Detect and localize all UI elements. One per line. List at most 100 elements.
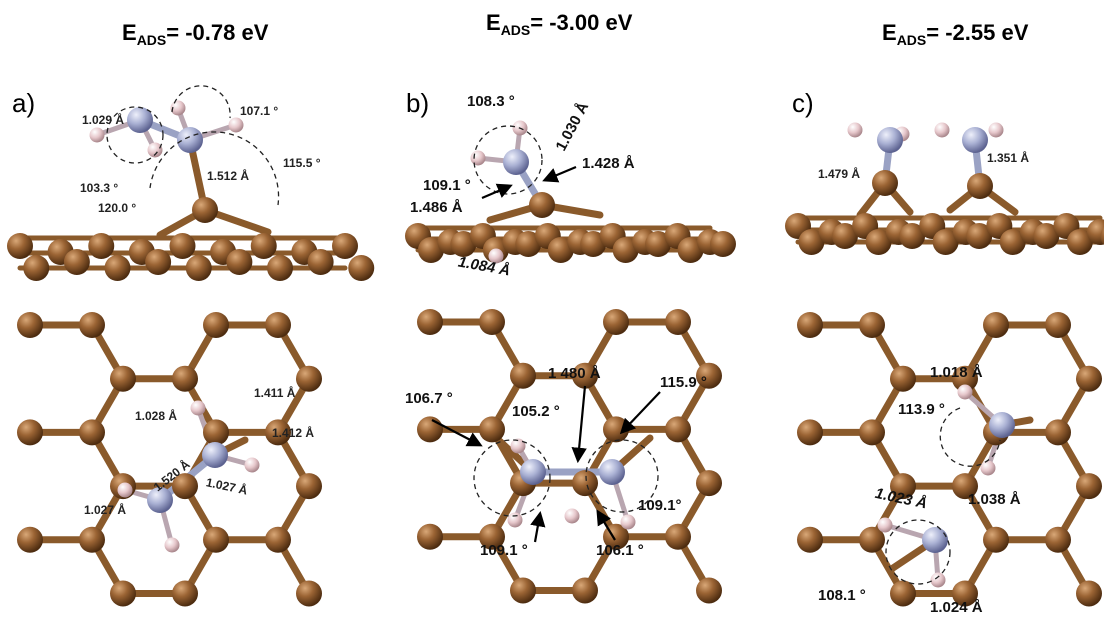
title-c: EADS= -2.55 eV [882,20,1029,48]
carbon-atom [797,526,823,553]
carbon-atom [185,255,212,281]
angle-arc [473,439,551,517]
carbon-atom [23,255,50,281]
bonds-layer [17,105,1103,597]
carbon-atom [696,362,722,389]
arrow [530,510,546,543]
arrow [431,419,483,447]
carbon-atom [890,365,916,392]
carbon-atom [665,523,691,550]
nitrogen-atom [877,127,903,153]
carbon-atom [265,312,291,338]
angle-arc [149,131,280,206]
hydrogen-atom [117,482,133,498]
nitrogen-atom [177,127,203,153]
carbon-atom [88,233,115,259]
atoms-layer [7,100,1104,607]
bond-angle-label: 107.1 ° [240,104,278,118]
carbon-atom [1087,219,1104,245]
hydrogen-atom [957,384,973,400]
carbon-atom [203,526,229,553]
hydrogen-atom [510,438,526,454]
carbon-atom [417,416,443,443]
carbon-atom [966,223,993,249]
carbon-atom [348,255,375,281]
angle-arc [171,85,231,119]
bond-length-label: 1.030 Å [553,99,593,154]
title-a: EADS= -0.78 eV [122,20,269,48]
bond-angle-label: 106.7 ° [405,390,453,407]
carbon-atom [952,580,978,607]
carbon-atom [110,365,136,392]
carbon-atom [572,577,598,604]
nitrogen-atom [599,459,625,485]
carbon-atom [226,249,253,275]
carbon-atom [417,309,443,335]
bond-angle-label: 109.1 ° [423,177,471,194]
bond-length-label: 1.411 Å [254,385,296,400]
carbon-atom [859,312,885,338]
carbon-atom [797,419,823,446]
carbon-atom [529,192,555,218]
carbon-atom [1076,580,1102,607]
hydrogen-atom [564,508,580,524]
panel-label-c: c) [792,88,814,118]
hydrogen-atom [980,460,996,476]
bond-length-label: 1.479 Å [818,166,860,181]
bond-angle-label: 108.3 ° [467,93,515,110]
hydrogen-atom [170,100,186,116]
bond-angle-label: 108.1 ° [818,587,866,604]
angle-arc [106,106,164,164]
carbon-atom [645,231,672,257]
carbon-atom [332,233,358,259]
bond-length-label: 1.024 Å [930,599,983,616]
bond-length-label: 1.018 Å [930,364,983,381]
carbon-atom [603,309,629,335]
bond-length-label: 1.027 Å [205,474,250,497]
bond-length-label: 1.486 Å [410,199,463,216]
carbon-atom [479,309,505,335]
carbon-atom [1045,312,1071,338]
carbon-atom [172,365,198,392]
nitrogen-atom [520,459,546,485]
carbon-atom [79,526,105,553]
bond-length-label: 1.512 Å [207,168,249,183]
carbon-atom [63,249,90,275]
bond-angle-label: 106.1 ° [596,542,644,559]
carbon-atom [999,229,1026,255]
carbon-atom [417,237,444,263]
carbon-atom [296,473,322,500]
nitrogen-atom [989,412,1015,438]
carbon-atom [1045,419,1071,446]
bond-length-label: 1.029 Å [82,112,124,127]
nitrogen-atom [147,487,173,513]
carbon-atom [510,362,536,389]
bond-angle-label: 109.1 ° [480,542,528,559]
carbon-atom [7,233,33,259]
carbon-atom [267,255,293,281]
hydrogen-atom [147,142,163,158]
carbon-atom [250,233,277,259]
carbon-atom [612,237,639,263]
carbon-atom [1076,365,1102,392]
bond-length-label: 1.428 Å [582,155,635,172]
carbon-atom [1066,229,1093,255]
hydrogen-atom [488,248,504,264]
hydrogen-atom [470,150,486,166]
carbon-atom [192,197,218,223]
carbon-atom [479,523,505,550]
angle-arc [585,439,659,513]
carbon-atom [967,173,993,199]
hydrogen-atom [190,400,206,416]
carbon-atom [169,233,196,259]
carbon-atom [515,231,542,257]
bond-angle-label: 103.3 ° [80,181,118,195]
carbon-atom [510,577,536,604]
carbon-atom [203,312,229,338]
nitrogen-atom [962,127,988,153]
arrow [596,509,616,541]
carbon-atom [580,231,607,257]
hydrogen-atom [164,537,180,553]
carbon-atom [1033,223,1060,249]
